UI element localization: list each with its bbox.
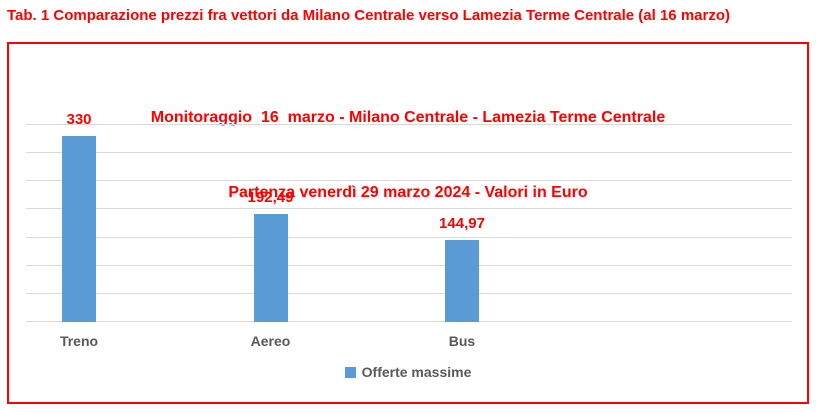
chart-title-line1: Monitoraggio 16 marzo - Milano Centrale … [150,109,666,126]
value-label-bus: 144,97 [439,215,485,233]
value-label-aereo: 192,49 [247,188,294,206]
plot-area: 330 Treno 192,49 Aereo 144,97 Bus [26,111,792,349]
bar-treno [62,136,96,322]
gridline [26,124,792,125]
gridline [26,321,792,322]
legend: Offerte massime [9,364,807,380]
category-label-treno: Treno [59,333,99,349]
gridline [26,236,792,238]
chart-title-line2: Partenza venerdì 29 marzo 2024 - Valori … [228,184,588,201]
gridline [26,208,792,210]
bar-bus [445,240,479,322]
gridline [26,264,792,266]
value-label-treno: 330 [66,111,92,129]
bar-aereo [253,213,288,322]
gridline [26,152,792,154]
legend-swatch-icon [344,366,356,378]
gridline [26,292,792,294]
page-title: Tab. 1 Comparazione prezzi fra vettori d… [7,7,730,24]
chart-title: Monitoraggio 16 marzo - Milano Centrale … [9,55,807,255]
legend-label: Offerte massime [361,364,472,380]
gridline [26,180,792,182]
category-label-aereo: Aereo [250,333,291,349]
chart-frame: Monitoraggio 16 marzo - Milano Centrale … [7,42,809,404]
category-label-bus: Bus [448,333,476,349]
